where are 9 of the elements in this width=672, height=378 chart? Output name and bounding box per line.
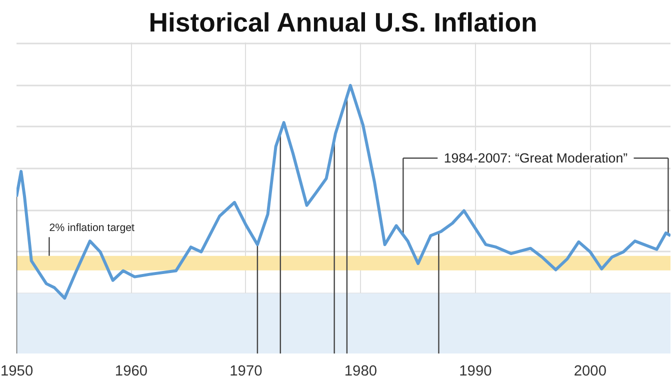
x-tick-label: 1960 <box>114 364 148 378</box>
x-tick-label: 1970 <box>230 364 262 378</box>
x-tick-label: 2000 <box>574 364 606 378</box>
chart-title: Historical Annual U.S. Inflation <box>148 8 538 38</box>
x-tick-label: 1980 <box>344 364 378 378</box>
x-tick-label: 1990 <box>459 364 492 378</box>
annotation: 1984-2007: “Great Moderation” <box>444 150 628 166</box>
band-label: 2% inflation target <box>49 222 135 234</box>
x-tick-label: 1950 <box>0 364 34 378</box>
